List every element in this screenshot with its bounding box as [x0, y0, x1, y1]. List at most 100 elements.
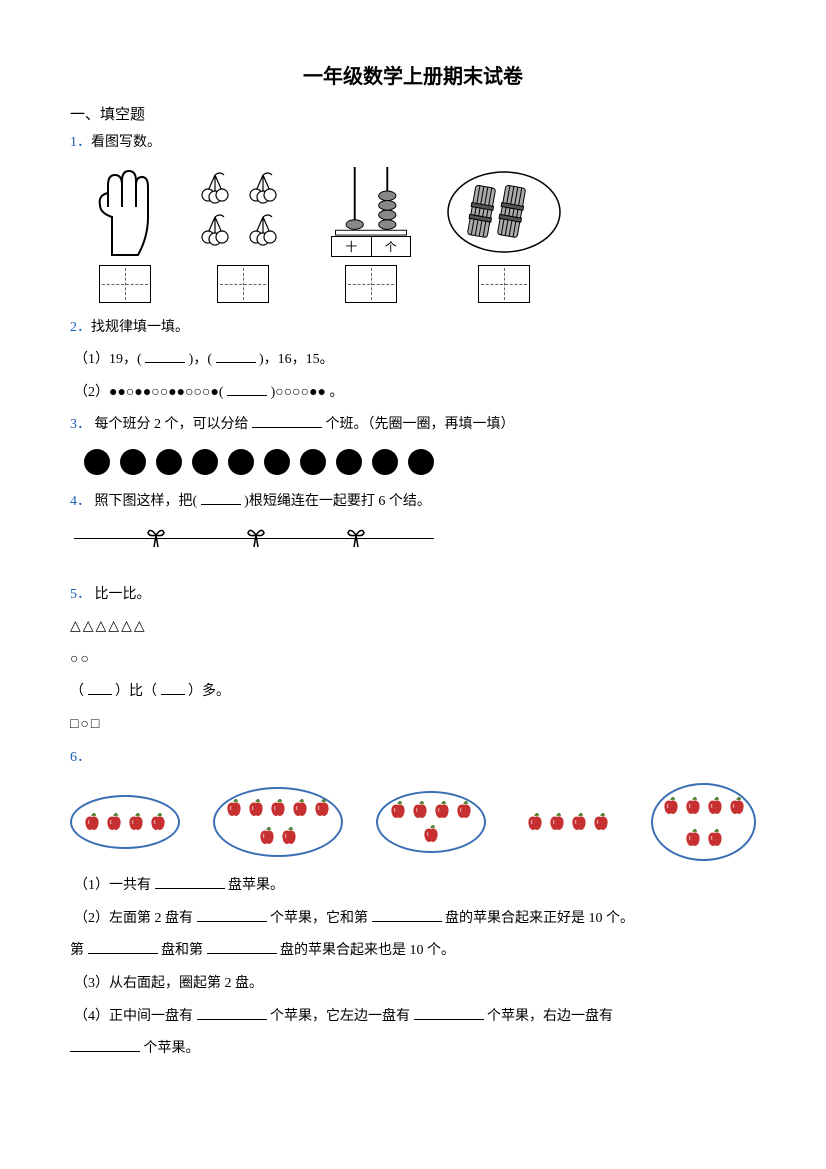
q5-row1: △△△△△△ — [70, 614, 756, 641]
apple-icon — [727, 796, 747, 816]
q3-text-b: 个班。（先圈一圈，再填一填） — [326, 417, 515, 432]
blank[interactable] — [216, 349, 256, 363]
q6-s2c: 盘的苹果合起来正好是 10 个。 — [445, 911, 634, 926]
q4-text-b: )根短绳连在一起要打 6 个结。 — [244, 494, 431, 509]
q6-s3: （3）从右面起，圈起第 2 盘。 — [70, 971, 756, 998]
q1-item-cherries — [188, 167, 298, 303]
rope-figure — [74, 538, 434, 568]
apple-icon — [683, 828, 703, 848]
blank[interactable] — [197, 1006, 267, 1020]
q1-line: 1．看图写数。 — [70, 130, 756, 157]
q2-line: 2．找规律填一填。 — [70, 315, 756, 342]
dot-icon — [120, 449, 146, 475]
q2-text: 找规律填一填。 — [91, 320, 189, 335]
q6-s4d: 个苹果。 — [144, 1041, 200, 1056]
cherries-icon — [188, 167, 298, 257]
q1-item-abacus: 十 个 — [326, 167, 416, 303]
blank[interactable] — [227, 382, 267, 396]
apple-icon — [525, 812, 545, 832]
apple-icon — [591, 812, 611, 832]
q3-text-a: 每个班分 2 个，可以分给 — [95, 417, 249, 432]
q2-2b: )○○○○●● 。 — [271, 385, 344, 400]
q6-s4-line2: 个苹果。 — [70, 1036, 756, 1063]
apple-plate — [518, 797, 618, 847]
apple-icon — [290, 798, 310, 818]
q3-line: 3． 每个班分 2 个，可以分给 个班。（先圈一圈，再填一填） — [70, 412, 756, 439]
answer-box[interactable] — [99, 265, 151, 303]
section-1-header: 一、填空题 — [70, 103, 756, 124]
apple-icon — [683, 796, 703, 816]
apple-icon — [421, 824, 441, 844]
apple-icon — [279, 826, 299, 846]
q2-1b: )，( — [189, 352, 212, 367]
q5-line: 5． 比一比。 — [70, 582, 756, 609]
blank[interactable] — [88, 940, 158, 954]
q6-num: 6． — [70, 750, 91, 765]
q1-num: 1． — [70, 135, 91, 150]
dot-icon — [372, 449, 398, 475]
apple-plate — [651, 783, 756, 861]
q5-row4: □○□ — [70, 712, 756, 739]
q3-num: 3． — [70, 417, 91, 432]
blank[interactable] — [414, 1006, 484, 1020]
abacus-icon: 十 个 — [326, 167, 416, 257]
bow-icon — [244, 525, 268, 549]
answer-box[interactable] — [217, 265, 269, 303]
apple-icon — [569, 812, 589, 832]
blank[interactable] — [197, 908, 267, 922]
q6-s2b: 个苹果，它和第 — [270, 911, 368, 926]
q1-figures-row: 十 个 — [90, 167, 756, 303]
dot-icon — [264, 449, 290, 475]
blank[interactable] — [88, 681, 112, 695]
apple-icon — [268, 798, 288, 818]
blank[interactable] — [252, 414, 322, 428]
q6-s2d: 第 — [70, 943, 84, 958]
apple-icon — [257, 826, 277, 846]
apple-icon — [224, 798, 244, 818]
q5-3a: （ — [70, 684, 84, 699]
answer-box[interactable] — [345, 265, 397, 303]
blank[interactable] — [161, 681, 185, 695]
hand-icon — [90, 167, 160, 257]
apple-icon — [312, 798, 332, 818]
blank[interactable] — [155, 875, 225, 889]
q6-s4: （4）正中间一盘有 个苹果，它左边一盘有 个苹果，右边一盘有 — [70, 1004, 756, 1031]
q6-s2-line2: 第 盘和第 盘的苹果合起来也是 10 个。 — [70, 938, 756, 965]
dot-icon — [300, 449, 326, 475]
apple-icon — [410, 800, 430, 820]
q4-line: 4． 照下图这样，把( )根短绳连在一起要打 6 个结。 — [70, 489, 756, 516]
abacus-label: 十 个 — [331, 236, 411, 257]
dot-icon — [84, 449, 110, 475]
apple-icon — [246, 798, 266, 818]
q6-s4c: 个苹果，右边一盘有 — [487, 1009, 613, 1024]
apple-plate — [70, 795, 180, 849]
blank[interactable] — [207, 940, 277, 954]
dot-icon — [408, 449, 434, 475]
q6-s2a: （2）左面第 2 盘有 — [74, 911, 193, 926]
blank[interactable] — [201, 491, 241, 505]
q6-s4b: 个苹果，它左边一盘有 — [270, 1009, 410, 1024]
bow-icon — [344, 525, 368, 549]
q1-item-sticks — [444, 167, 564, 303]
bow-icon — [144, 525, 168, 549]
blank[interactable] — [70, 1038, 140, 1052]
blank[interactable] — [145, 349, 185, 363]
apple-icon — [148, 812, 168, 832]
blank[interactable] — [372, 908, 442, 922]
q6-s2: （2）左面第 2 盘有 个苹果，它和第 盘的苹果合起来正好是 10 个。 — [70, 906, 756, 933]
q2-sub1: （1）19，( )，( )，16，15。 — [70, 347, 756, 374]
apple-icon — [126, 812, 146, 832]
abacus-ones-label: 个 — [372, 237, 411, 256]
q5-num: 5． — [70, 587, 91, 602]
apple-plate — [376, 791, 486, 853]
apple-icon — [432, 800, 452, 820]
sticks-icon — [444, 167, 564, 257]
dot-icon — [156, 449, 182, 475]
q6-line: 6． — [70, 745, 756, 772]
abacus-tens-label: 十 — [332, 237, 372, 256]
apple-plate — [213, 787, 343, 857]
apple-icon — [661, 796, 681, 816]
apple-icon — [104, 812, 124, 832]
answer-box[interactable] — [478, 265, 530, 303]
q2-1a: （1）19，( — [74, 352, 142, 367]
